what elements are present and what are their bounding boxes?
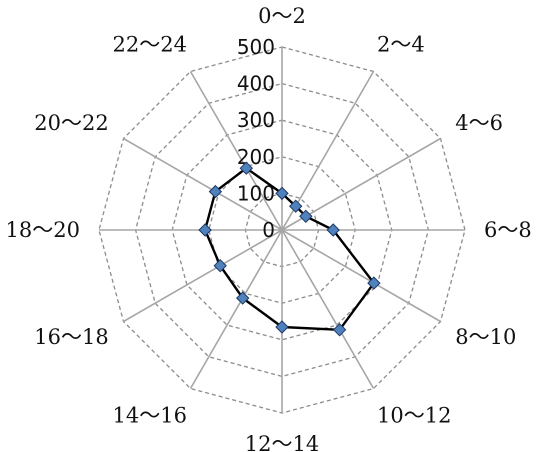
data-point [275,186,289,201]
grid-spoke [281,229,375,389]
category-label: 22～24 [113,33,187,57]
data-point [288,199,303,213]
category-label: 8～10 [455,325,516,349]
r-tick-label: 200 [237,145,275,169]
r-tick-label: 0 [262,218,275,242]
data-point [326,223,340,237]
r-tick-label: 400 [237,72,275,96]
data-point [275,320,289,334]
grid-spokes [99,47,465,413]
grid-spoke [123,229,283,323]
data-point [235,291,250,305]
grid-spoke [123,137,283,231]
category-label: 12～14 [245,432,319,452]
category-labels: 0～2 2～4 4～6 6～8 8～10 10～12 12～14 14～16 16～18 18～2… [6,4,532,452]
data-point [299,209,313,224]
data-series [198,161,381,337]
category-label: 18～20 [6,218,80,242]
category-label: 16～18 [34,325,108,349]
data-point [208,184,223,199]
data-point [213,258,227,273]
data-point [367,276,381,290]
category-label: 20～22 [34,111,108,135]
data-point [239,161,254,175]
data-point [332,323,347,337]
grid-spoke [189,71,283,231]
category-label: 6～8 [484,218,532,242]
r-tick-label: 500 [237,35,275,59]
category-label: 2～4 [377,33,425,57]
category-label: 4～6 [455,111,503,135]
category-label: 10～12 [377,403,451,427]
category-label: 14～16 [113,403,187,427]
data-point [198,223,212,237]
category-label: 0～2 [258,4,306,28]
grid-spoke [281,229,441,323]
grid-spoke [189,229,283,389]
r-tick-label: 300 [237,108,275,132]
